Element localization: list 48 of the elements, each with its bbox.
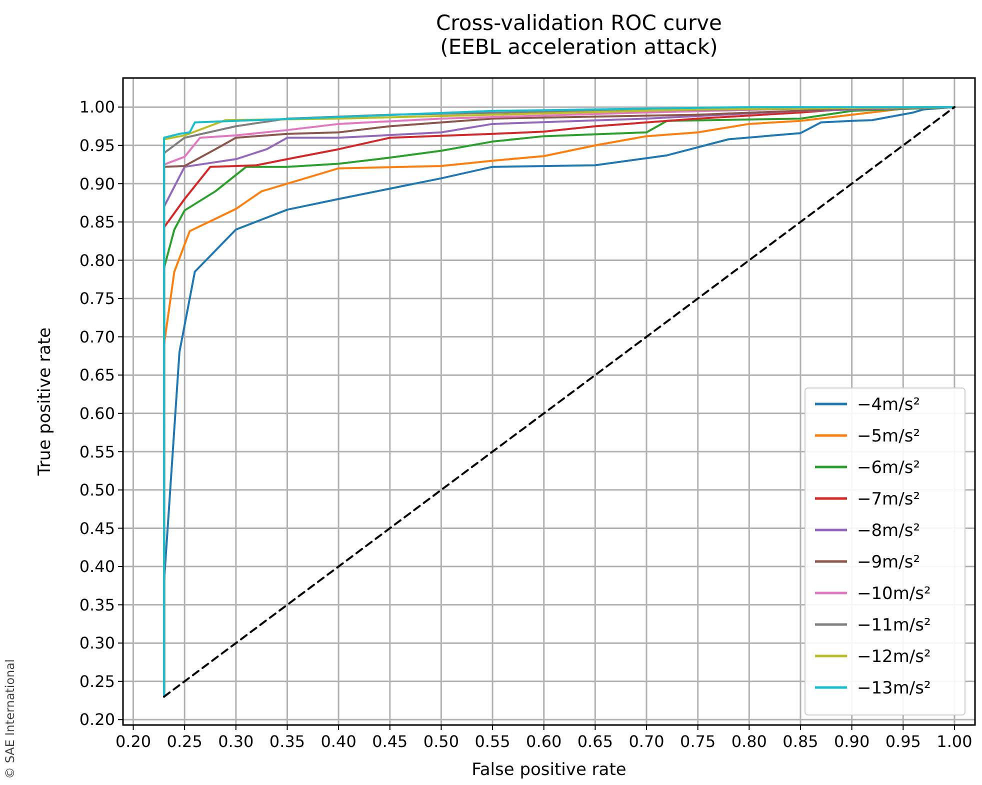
x-tick-label: 0.50 [423,732,460,751]
legend-label: −11m/s² [857,615,931,636]
y-tick-label: 0.70 [79,327,115,346]
x-tick-label: 0.80 [731,732,767,751]
legend-label: −13m/s² [857,678,931,698]
x-tick-label: 1.00 [936,732,972,751]
x-tick-label: 0.90 [834,732,870,751]
chart-title: Cross-validation ROC curve (EEBL acceleration attack) [436,11,722,59]
y-tick-label: 0.45 [79,518,115,538]
y-tick-label: 0.80 [79,250,115,270]
x-tick-label: 0.40 [320,732,356,751]
y-tick-label: 0.35 [79,595,115,614]
x-tick-label: 0.25 [166,732,202,751]
x-tick-label: 0.20 [115,732,152,751]
legend-label: −7m/s² [857,489,920,510]
legend-label: −4m/s² [857,394,920,415]
y-tick-label: 0.60 [79,404,115,423]
x-tick-label: 0.55 [474,732,510,751]
y-tick-label: 1.00 [79,98,115,117]
y-tick-label: 0.30 [79,634,115,653]
x-tick-label: 0.30 [218,732,254,751]
y-tick-label: 0.65 [79,366,115,385]
y-tick-label: 0.75 [79,289,115,308]
x-tick-label: 0.35 [269,732,306,751]
legend-label: −6m/s² [857,458,920,478]
x-tick-label: 0.75 [680,732,716,751]
y-tick-label: 0.50 [79,480,115,500]
x-tick-label: 0.95 [885,732,921,751]
y-tick-label: 0.25 [79,672,115,691]
legend-label: −9m/s² [857,552,920,572]
x-tick-label: 0.70 [628,732,664,751]
x-axis-title: False positive rate [472,760,626,780]
y-tick-label: 0.85 [79,212,115,232]
y-tick-label: 0.40 [79,557,115,576]
y-tick-label: 0.20 [79,710,115,730]
legend-label: −12m/s² [857,646,931,667]
legend-label: −10m/s² [857,584,931,604]
y-tick-label: 0.95 [79,136,115,155]
y-tick-label: 0.55 [79,442,115,462]
y-tick-label: 0.90 [79,174,115,194]
x-tick-label: 0.45 [372,732,408,751]
x-tick-label: 0.85 [782,732,818,751]
legend-label: −5m/s² [857,426,920,446]
x-tick-label: 0.65 [577,732,614,751]
legend-label: −8m/s² [857,520,920,541]
x-tick-label: 0.60 [526,732,562,751]
y-axis-title: True positive rate [35,327,55,477]
text: © SAE International [3,659,17,779]
